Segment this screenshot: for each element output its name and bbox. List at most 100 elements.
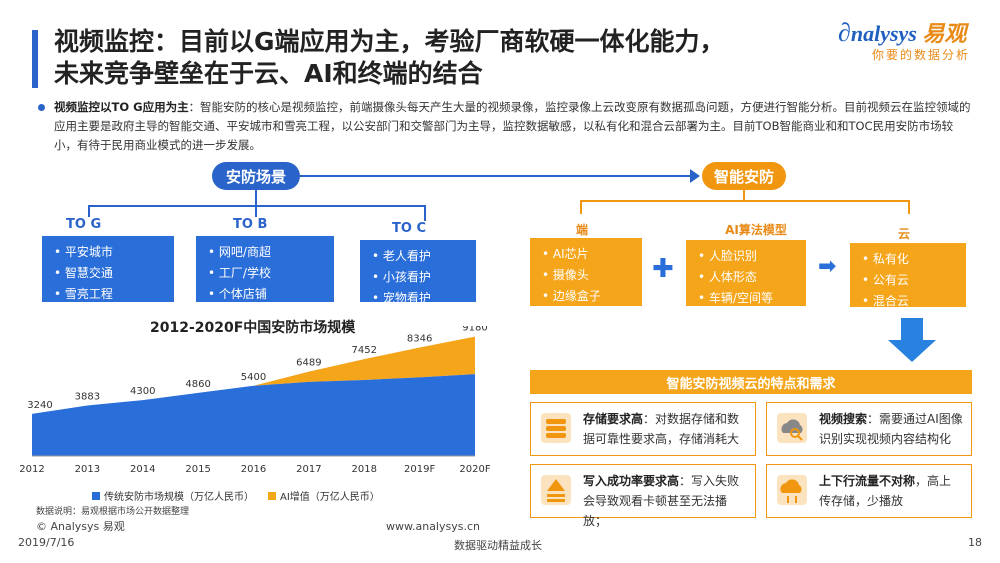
group-label-cloud: 云 [897, 227, 910, 241]
list-item: 雪亮工程 [54, 284, 174, 305]
summary-paragraph: 视频监控以TO G应用为主：智能安防的核心是视频监控，前端摄像头每天产生大量的视… [38, 98, 974, 155]
group-label-tog: TO G [66, 217, 102, 232]
x-tick-label: 2020F [459, 464, 490, 475]
summary-text: ：智能安防的核心是视频监控，前端摄像头每天产生大量的视频录像，监控录像上云改变原… [54, 100, 971, 152]
data-label: 4860 [185, 379, 210, 390]
features-banner: 智能安防视频云的特点和需求 [530, 370, 972, 394]
list-item: 平安城市 [54, 242, 174, 263]
feature-title: 视频搜索 [819, 412, 868, 426]
arrow-right-icon: ➡ [818, 254, 837, 279]
data-label: 6489 [296, 358, 321, 369]
cloud-search-icon [777, 413, 807, 443]
scenario-header: 安防场景 [212, 162, 300, 190]
data-label: 7452 [352, 345, 377, 356]
group-box-device: AI芯片 摄像头 边缘盒子 [530, 238, 642, 306]
group-box-toc: 老人看护 小孩看护 宠物看护 [360, 240, 476, 305]
area-traditional [32, 374, 475, 456]
feature-card: 写入成功率要求高：写入失败会导致观看卡顿甚至无法播放； [530, 464, 756, 528]
logo-slogan: 你要的数据分析 [872, 48, 971, 62]
list-item: 公有云 [862, 270, 966, 291]
feature-text: ：对数据存储和数据可靠性要求高，存储消耗大 [583, 412, 740, 446]
logo-name: nalysys [850, 21, 917, 46]
group-label-toc: TO C [392, 221, 426, 236]
x-tick-label: 2015 [185, 464, 210, 475]
list-item: 私有化 [862, 249, 966, 270]
footer-tagline: 数据驱动精益成长 [454, 539, 542, 552]
write-icon [541, 475, 571, 505]
title-line-2: 未来竞争壁垒在于云、AI和终端的结合 [54, 59, 483, 88]
title-accent-bar [32, 30, 38, 88]
list-item: 人体形态 [698, 267, 806, 288]
x-tick-label: 2013 [75, 464, 100, 475]
list-item: 人脸识别 [698, 246, 806, 267]
connector-line [300, 175, 692, 177]
feature-text: ，高上传存储，少播放 [819, 474, 952, 508]
chart-title: 2012-2020F中国安防市场规模 [150, 320, 356, 336]
data-label: 3240 [27, 400, 52, 411]
list-item: 网吧/商超 [208, 242, 334, 263]
connector-bracket [580, 200, 910, 214]
feature-title: 存储要求高 [583, 412, 644, 426]
list-item: 摄像头 [542, 265, 642, 286]
analysys-logo: ∂nalysys 易观 你要的数据分析 [838, 16, 988, 66]
x-tick-label: 2016 [241, 464, 266, 475]
list-item: AI芯片 [542, 244, 642, 265]
list-item: 混合云 [862, 291, 966, 312]
x-tick-label: 2014 [130, 464, 155, 475]
connector-line [743, 190, 745, 200]
connector-line [88, 205, 426, 207]
group-box-tob: 网吧/商超 工厂/学校 个体店铺 [196, 236, 334, 302]
connector-line [88, 205, 90, 217]
page-title: 视频监控：目前以G端应用为主，考验厂商软硬一体化能力， 未来竞争壁垒在于云、AI… [54, 26, 725, 90]
chart-legend: 传统安防市场规模（万亿人民币） AI增值（万亿人民币） [92, 488, 380, 503]
feature-card: 上下行流量不对称，高上传存储，少播放 [766, 464, 972, 518]
list-item: 宠物看护 [372, 288, 476, 309]
group-box-ai: 人脸识别 人体形态 车辆/空间等 [686, 240, 806, 306]
data-label: 9180 [462, 326, 487, 334]
list-item: 工厂/学校 [208, 263, 334, 284]
summary-bold: 视频监控以TO G应用为主 [54, 100, 189, 114]
data-note: 数据说明：易观根据市场公开数据整理 [36, 507, 190, 517]
group-label-device: 端 [575, 223, 588, 237]
data-label: 8346 [407, 334, 432, 345]
group-label-ai: AI算法模型 [725, 223, 787, 237]
footer-date: 2019/7/16 [18, 536, 75, 549]
database-icon [541, 413, 571, 443]
data-label: 4300 [130, 386, 155, 397]
list-item: 边缘盒子 [542, 286, 642, 307]
footer-url[interactable]: www.analysys.cn [386, 520, 480, 533]
smart-security-header: 智能安防 [702, 162, 786, 190]
legend-swatch [268, 492, 276, 500]
feature-title: 上下行流量不对称 [819, 474, 916, 488]
feature-text: ：写入失败会导致观看卡顿甚至无法播放； [583, 474, 740, 528]
feature-card: 视频搜索：需要通过AI图像识别实现视频内容结构化 [766, 402, 972, 456]
x-tick-label: 2018 [352, 464, 377, 475]
footer-copyright: © Analysys 易观 [36, 520, 125, 533]
connector-line [255, 205, 257, 217]
data-label: 5400 [241, 372, 266, 383]
legend-swatch [92, 492, 100, 500]
arrow-down-icon [888, 318, 936, 362]
arrow-right-icon [690, 169, 700, 183]
title-line-1: 视频监控：目前以G端应用为主，考验厂商软硬一体化能力， [54, 27, 725, 56]
bullet-icon [38, 104, 45, 111]
connector-line [255, 190, 257, 206]
x-tick-label: 2017 [296, 464, 321, 475]
list-item: 小孩看护 [372, 267, 476, 288]
cloud-traffic-icon [777, 475, 807, 505]
connector-line [424, 205, 426, 221]
area-ai [32, 336, 475, 414]
x-tick-label: 2019F [404, 464, 435, 475]
plus-icon: ✚ [652, 254, 674, 284]
list-item: 智慧交通 [54, 263, 174, 284]
market-size-chart: 2012 3240 2013 3883 2014 4300 2015 4860 2016 5400… [20, 326, 491, 475]
data-label: 3883 [75, 392, 100, 403]
list-item: 车辆/空间等 [698, 288, 806, 309]
group-label-tob: TO B [233, 217, 268, 232]
feature-text: ：需要通过AI图像识别实现视频内容结构化 [819, 412, 963, 446]
list-item: 老人看护 [372, 246, 476, 267]
feature-title: 写入成功率要求高 [583, 474, 680, 488]
group-box-cloud: 私有化 公有云 混合云 [850, 243, 966, 308]
page-number: 18 [968, 536, 982, 549]
logo-name-cn: 易观 [922, 21, 967, 46]
